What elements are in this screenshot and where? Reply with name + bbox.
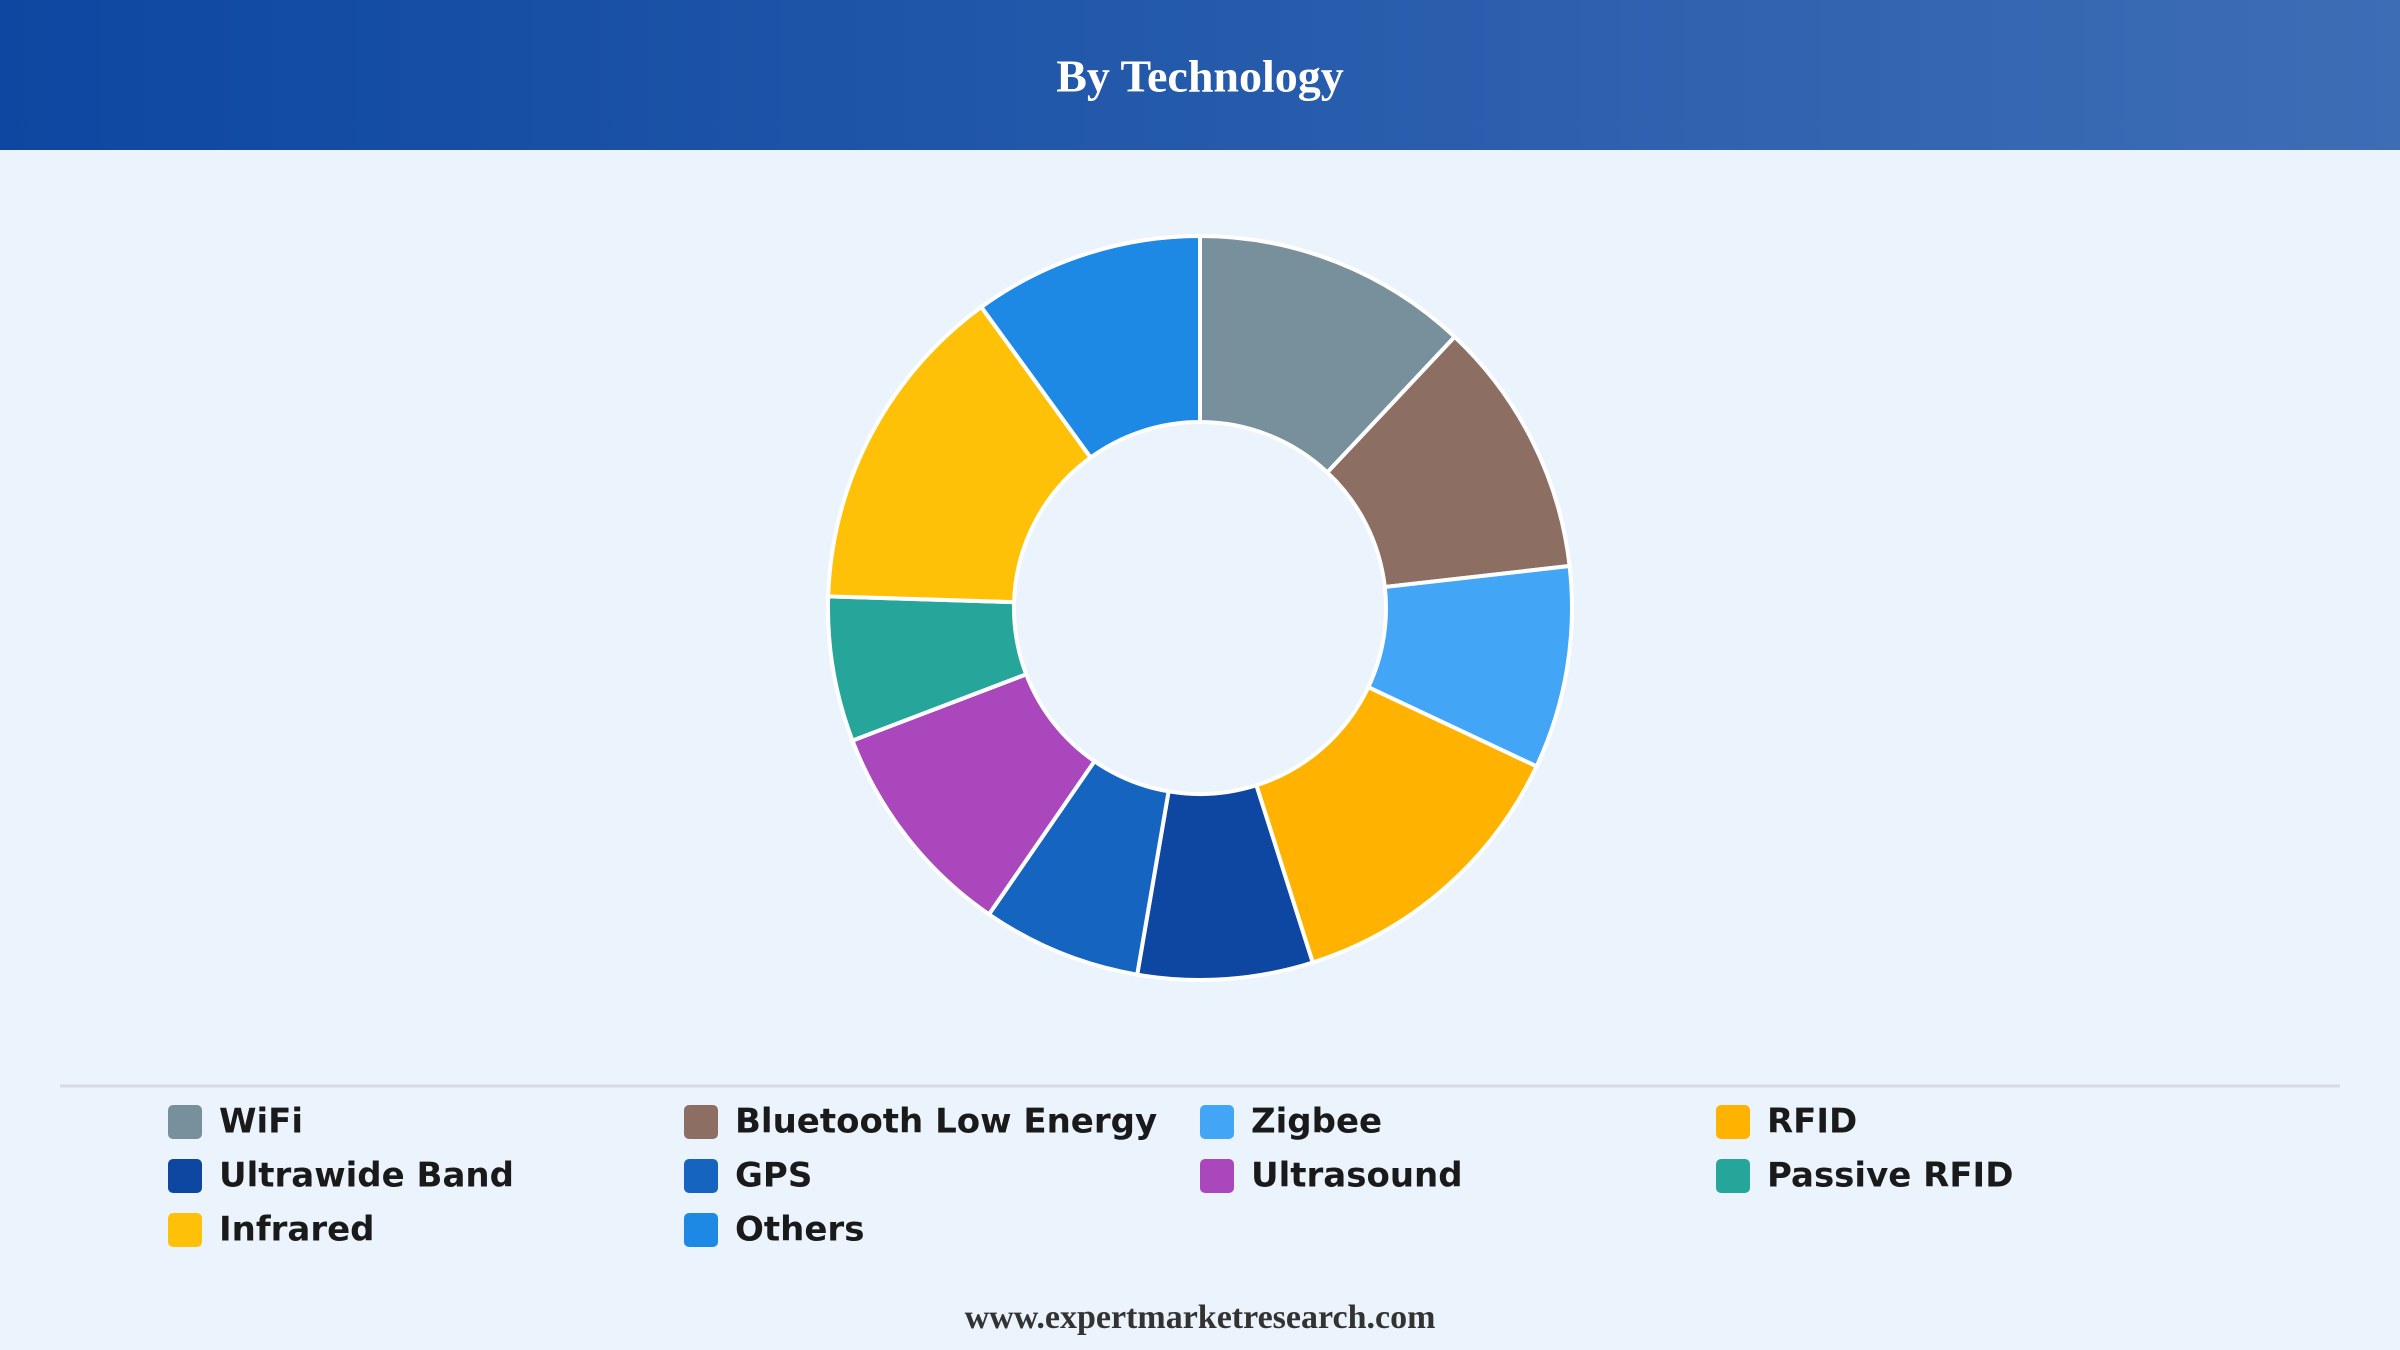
legend-swatch bbox=[684, 1159, 718, 1193]
donut-slice bbox=[1253, 684, 1540, 966]
legend-swatch bbox=[684, 1105, 718, 1139]
legend-swatch bbox=[168, 1159, 202, 1193]
legend-label: WiFi bbox=[219, 1102, 303, 1142]
legend-label: Bluetooth Low Energy bbox=[735, 1102, 1157, 1142]
legend-label: GPS bbox=[735, 1156, 812, 1196]
footer: www.expertmarketresearch.com bbox=[965, 1299, 1436, 1336]
legend-swatch bbox=[1200, 1159, 1234, 1193]
legend-swatch bbox=[684, 1213, 718, 1247]
legend-swatch bbox=[1200, 1105, 1234, 1139]
legend-label: Zigbee bbox=[1251, 1102, 1382, 1142]
legend-swatch bbox=[1716, 1159, 1750, 1193]
legend-label: Others bbox=[735, 1210, 864, 1250]
donut-slice bbox=[978, 233, 1202, 461]
legend-label: Passive RFID bbox=[1767, 1156, 2013, 1196]
legend-label: RFID bbox=[1767, 1102, 1857, 1142]
legend-swatch bbox=[168, 1213, 202, 1247]
chart-title: By Technology bbox=[1056, 51, 1344, 102]
donut-slice bbox=[826, 304, 1094, 605]
legend-label: Infrared bbox=[219, 1210, 375, 1250]
legend-label: Ultrawide Band bbox=[219, 1156, 514, 1196]
legend-swatch bbox=[1716, 1105, 1750, 1139]
header bbox=[0, 0, 2400, 150]
donut-slice bbox=[1324, 333, 1572, 590]
donut-slice bbox=[1198, 233, 1458, 476]
legend-label: Ultrasound bbox=[1251, 1156, 1463, 1196]
legend-swatch bbox=[168, 1105, 202, 1139]
